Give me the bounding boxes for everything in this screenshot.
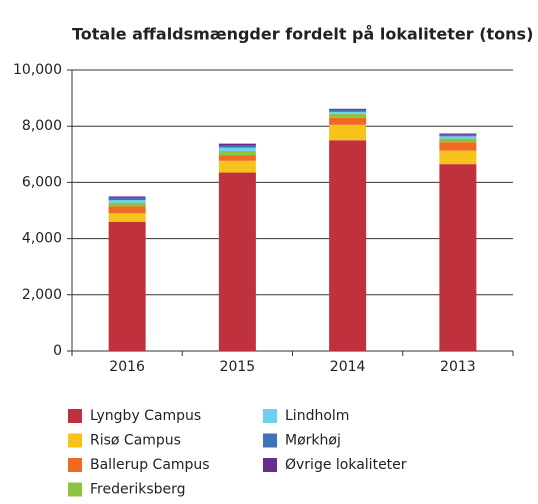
y-tick-label: 10,000 (13, 62, 62, 78)
y-tick-label: 6,000 (22, 174, 62, 190)
legend-swatch (68, 482, 82, 497)
bar-segment (108, 213, 146, 222)
bar-segment (439, 136, 477, 139)
bar-segment (108, 200, 146, 203)
x-tick-label: 2015 (220, 359, 256, 375)
legend-label: Lindholm (285, 408, 349, 424)
bar-segment (218, 160, 256, 173)
legend-swatch (263, 458, 277, 472)
legend-label: Lyngby Campus (90, 408, 201, 424)
bar-segment (108, 197, 146, 201)
legend-swatch (68, 433, 82, 448)
legend-swatch (263, 409, 277, 423)
bar-segment (329, 109, 367, 112)
y-tick-label: 4,000 (22, 231, 62, 247)
x-tick-label: 2014 (330, 359, 366, 375)
x-tick-label: 2016 (109, 359, 145, 375)
bar-segment (108, 206, 146, 214)
bar-segment (439, 134, 477, 137)
bar-segment (329, 117, 367, 125)
chart-title: Totale affaldsmængder fordelt på lokalit… (72, 25, 533, 44)
legend-label: Ballerup Campus (90, 457, 210, 473)
bar-segment (108, 202, 146, 207)
y-tick-label: 8,000 (22, 118, 62, 134)
bar-segment (439, 138, 477, 143)
bar-segment (218, 145, 256, 148)
legend-label: Øvrige lokaliteter (285, 457, 407, 473)
bar-segment (218, 143, 256, 146)
legend-swatch (68, 409, 82, 423)
bar-segment (218, 147, 256, 151)
bar-segment (218, 172, 256, 351)
bar-segment (329, 111, 367, 114)
legend-label: Mørkhøj (285, 433, 341, 449)
legend-label: Risø Campus (90, 433, 181, 449)
legend-swatch (263, 433, 277, 448)
bar-segment (329, 124, 367, 141)
bar-segment (329, 140, 367, 351)
bar-segment (329, 113, 367, 118)
bar-segment (108, 221, 146, 351)
bar-segment (218, 155, 256, 161)
bar-segment (329, 108, 367, 110)
bar-segment (439, 150, 477, 165)
y-tick-label: 2,000 (22, 287, 62, 303)
legend-label: Frederiksberg (90, 482, 186, 498)
bar-segment (218, 150, 256, 156)
x-tick-label: 2013 (440, 359, 476, 375)
y-tick-label: 0 (53, 343, 62, 359)
bar-segment (108, 196, 146, 198)
bar-segment (439, 133, 477, 135)
bar-segment (439, 164, 477, 351)
bar-segment (439, 142, 477, 151)
legend-swatch (68, 458, 82, 472)
